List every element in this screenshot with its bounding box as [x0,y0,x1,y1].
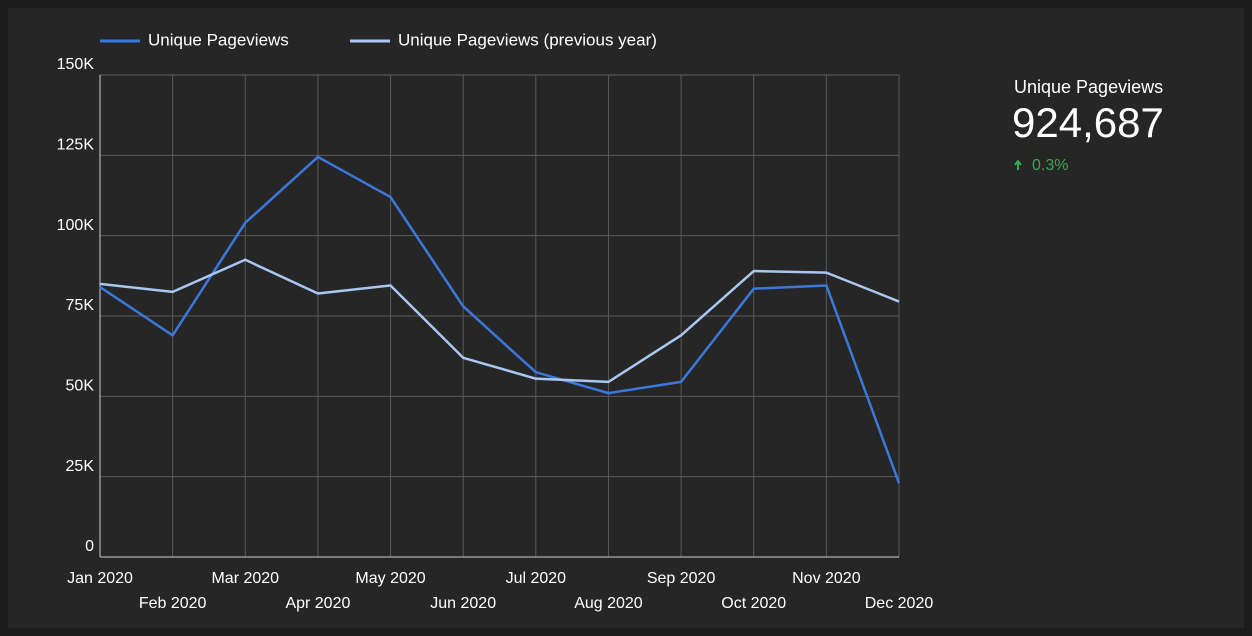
y-tick-label: 150K [57,56,95,73]
y-tick-label: 75K [66,297,95,314]
y-tick-label: 125K [57,137,95,154]
series-line [99,155,901,484]
scorecard-change: 0.3% [1032,157,1068,174]
x-tick-label: Apr 2020 [285,595,350,612]
x-tick-label: Sep 2020 [647,570,716,587]
x-tick-label: Jun 2020 [430,595,496,612]
y-tick-label: 50K [66,378,95,395]
scorecard-label: Unique Pageviews [1014,77,1163,97]
legend-label: Unique Pageviews (previous year) [398,30,657,49]
x-tick-label: Oct 2020 [721,595,786,612]
series-line [99,258,900,384]
legend-label: Unique Pageviews [148,30,289,49]
x-tick-label: Dec 2020 [865,595,934,612]
x-tick-label: Mar 2020 [211,570,279,587]
up-arrow [1014,159,1022,170]
x-tick-label: Jul 2020 [506,570,567,587]
y-tick-label: 25K [66,458,95,475]
x-tick-label: Aug 2020 [574,595,643,612]
y-tick-label: 100K [57,217,95,234]
x-tick-label: Nov 2020 [792,570,861,587]
y-tick-label: 0 [85,538,94,555]
scorecard-value: 924,687 [1012,99,1164,146]
x-tick-label: May 2020 [355,570,425,587]
x-tick-label: Jan 2020 [67,570,133,587]
panel [8,8,1244,628]
x-tick-label: Feb 2020 [139,595,207,612]
